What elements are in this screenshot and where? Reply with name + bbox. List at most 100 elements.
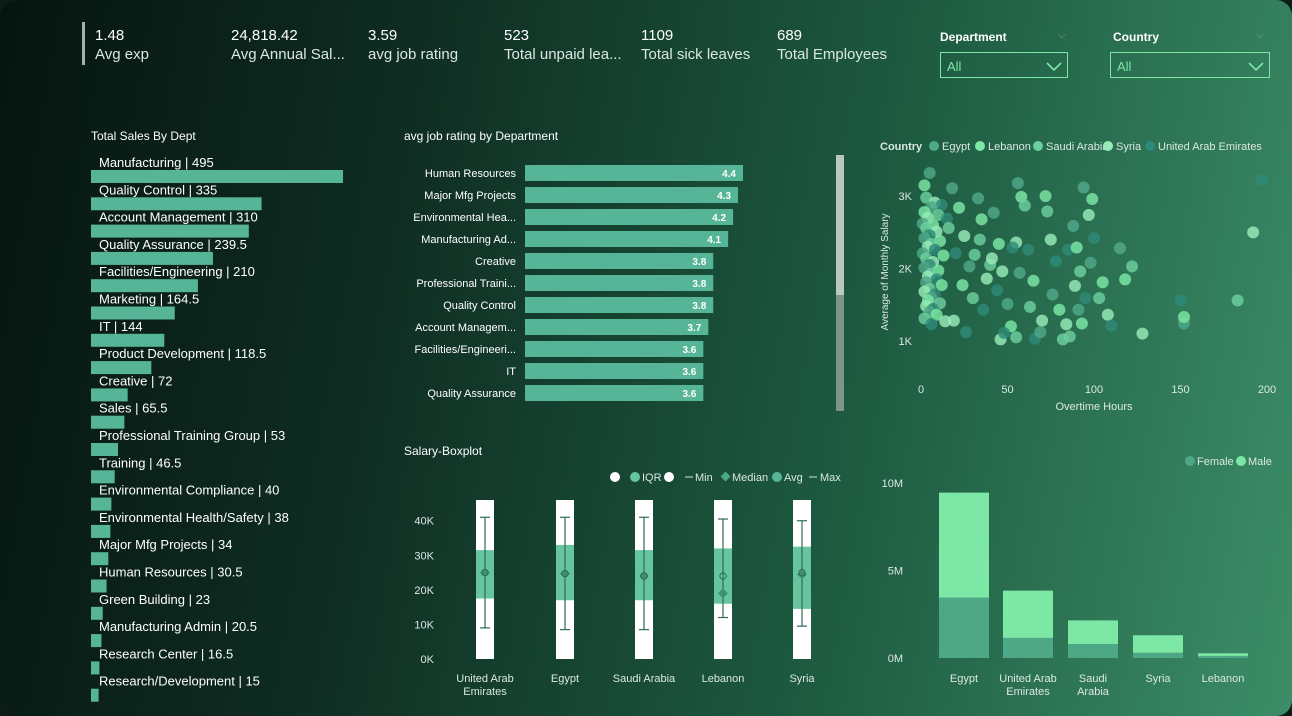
sales-bar [91, 606, 103, 620]
sales-bar [91, 361, 152, 375]
gender-legend-label: Female [1197, 456, 1234, 468]
rating-bar [525, 187, 739, 203]
scatter-point [1136, 327, 1149, 340]
scatter-point [1018, 199, 1031, 212]
scatter-point [980, 272, 993, 285]
sales-bar [91, 688, 99, 702]
sales-bar-label: Facilities/Engineering | 210 [99, 264, 255, 279]
rating-category-label: IT [506, 366, 516, 378]
kpi-label: Avg exp [95, 46, 149, 63]
kpi-label: avg job rating [368, 46, 459, 63]
scatter-point [1082, 208, 1095, 221]
sales-bar-label: Environmental Health/Safety | 38 [99, 510, 289, 525]
sales-bar [91, 224, 249, 238]
rating-bar [525, 341, 704, 357]
gender-x-label: Arabia [1077, 686, 1110, 698]
scatter-y-tick: 2K [899, 264, 913, 276]
rating-value-label: 3.8 [692, 301, 706, 312]
scatter-point [973, 233, 986, 246]
chevron-down-icon [1046, 62, 1062, 72]
sales-bar [91, 661, 100, 675]
scatter-point [1068, 279, 1081, 292]
boxplot-legend-label: Min [695, 472, 713, 484]
scatter-point [1075, 317, 1088, 330]
gender-x-label: Lebanon [1202, 673, 1245, 685]
kpi-label: Total unpaid lea... [504, 46, 622, 63]
scatter-point [1113, 242, 1126, 255]
scatter-legend-label: Egypt [942, 141, 970, 153]
country-dropdown[interactable]: All [1110, 52, 1270, 78]
rating-bar [525, 253, 714, 269]
sales-bar-label: Green Building | 23 [99, 592, 210, 607]
rating-bar [525, 297, 714, 313]
sales-bar-label: Quality Control | 335 [99, 182, 217, 197]
department-dropdown[interactable]: All [940, 52, 1068, 78]
rating-category-label: Facilities/Engineeri... [415, 344, 517, 356]
gender-bar-male [1003, 590, 1053, 638]
scatter-y-tick: 3K [899, 191, 913, 203]
salary-scatter-chart: Country Egypt Lebanon Saudi Arabia Syria Unit… [880, 141, 1276, 413]
boxplot-avg [640, 572, 648, 580]
kpi-avg-annual-salary: 24,818.42 Avg Annual Sal... [231, 27, 355, 65]
chevron-down-icon [1248, 62, 1264, 72]
rating-category-label: Quality Control [443, 300, 516, 312]
kpi-value: 3.59 [368, 27, 398, 44]
sales-bar-label: Research Center | 16.5 [99, 646, 233, 661]
scatter-point [940, 212, 953, 225]
rating-value-label: 3.7 [687, 323, 701, 334]
gender-bar-male [1133, 635, 1183, 653]
caret-down-icon[interactable]: ⌵ [1058, 30, 1066, 41]
scatter-point [1119, 273, 1132, 286]
sales-bar-label: Environmental Compliance | 40 [99, 483, 279, 498]
gender-x-label: Saudi [1079, 673, 1107, 685]
sales-bar-label: Manufacturing | 495 [99, 155, 214, 170]
gender-y-tick: 5M [888, 566, 903, 578]
rating-bar [525, 319, 709, 335]
scatter-point [1086, 193, 1099, 206]
gender-bar-male [939, 492, 989, 598]
caret-down-icon[interactable]: ⌵ [1256, 30, 1264, 41]
scatter-point [918, 179, 931, 192]
sales-bar [91, 443, 118, 456]
sales-bar [91, 388, 128, 402]
scatter-point [928, 243, 941, 256]
gender-bar-female [1003, 637, 1053, 658]
sales-bar-label: Quality Assurance | 239.5 [99, 237, 247, 252]
scrollbar-thumb [836, 155, 844, 295]
scatter-point [975, 213, 988, 226]
rating-bar [525, 165, 743, 181]
rating-chart-title: avg job rating by Department [404, 129, 559, 143]
scatter-point [1105, 319, 1118, 332]
boxplot-y-tick: 20K [414, 585, 434, 597]
rating-value-label: 3.6 [682, 367, 696, 378]
scatter-legend-label: Lebanon [988, 141, 1031, 153]
scatter-point [1046, 288, 1059, 301]
scatter-point [1022, 243, 1035, 256]
slicer-title: Department [940, 30, 1007, 44]
scatter-point [949, 247, 962, 260]
boxplot-legend-label: Max [820, 472, 841, 484]
scatter-point [1093, 292, 1106, 305]
scatter-point [1013, 266, 1026, 279]
sales-bar-label: Training | 46.5 [99, 455, 181, 470]
rating-value-label: 4.4 [722, 169, 736, 180]
gender-bar-male [1068, 620, 1118, 644]
scatter-point [1126, 260, 1139, 273]
scatter-point [1177, 310, 1190, 323]
rating-value-label: 4.2 [712, 213, 726, 224]
gender-x-label: Egypt [950, 673, 978, 685]
scatter-point [972, 192, 985, 205]
gender-bar-female [1198, 655, 1248, 658]
scatter-x-tick: 100 [1085, 384, 1103, 396]
slicer-department: Department ⌵ All [940, 30, 1068, 78]
scatter-legend-label: Syria [1116, 141, 1142, 153]
boxplot-x-label: Saudi Arabia [613, 673, 676, 685]
sales-bar-label: Creative | 72 [99, 373, 172, 388]
scatter-point [1027, 274, 1040, 287]
sales-bar [91, 279, 198, 293]
scatter-point [987, 206, 1000, 219]
dropdown-value: All [1117, 59, 1132, 74]
sales-bar-label: Sales | 65.5 [99, 401, 167, 416]
scatter-point [1096, 276, 1109, 289]
